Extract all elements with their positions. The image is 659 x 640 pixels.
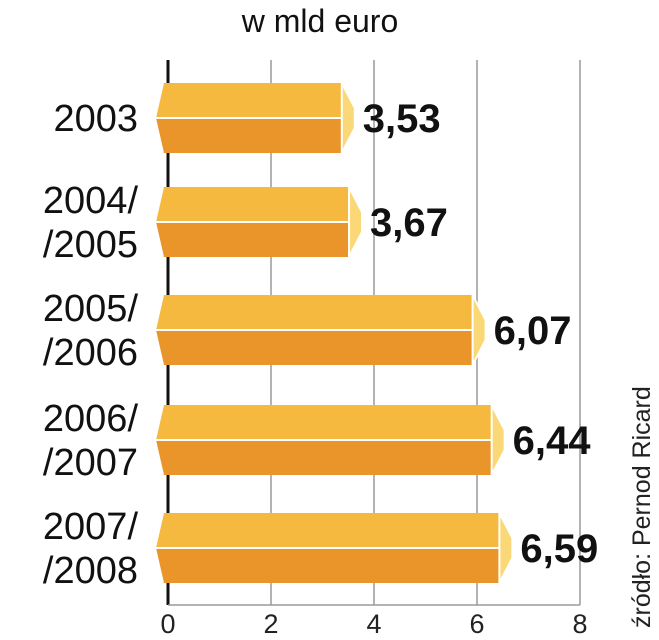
value-label: 6,59: [520, 527, 598, 571]
bar-bottom-face: [155, 440, 492, 475]
category-label: /2006: [43, 332, 138, 374]
bar-top-face: [155, 405, 492, 440]
bar-end-cap: [340, 82, 356, 154]
bar-bottom-face: [155, 222, 350, 257]
x-axis-ticks: 0 2 4 6 8: [160, 609, 587, 639]
bar-left-edge: [153, 82, 164, 154]
x-tick-label: 4: [366, 609, 381, 639]
bar-left-edge: [153, 404, 164, 476]
category-label: 2006/: [43, 398, 139, 440]
chart-title: w mld euro: [241, 3, 399, 39]
bar-top-face: [155, 83, 342, 118]
bar-end-cap: [348, 186, 364, 258]
bar: [153, 512, 514, 584]
x-tick-label: 2: [263, 609, 278, 639]
bar-left-edge: [153, 186, 164, 258]
category-label: 2004/: [43, 180, 139, 222]
category-label: /2008: [43, 550, 138, 592]
category-label: 2007/: [43, 506, 139, 548]
bars: [153, 82, 514, 584]
bar-top-face: [155, 187, 350, 222]
x-tick-label: 6: [469, 609, 484, 639]
bar-end-cap: [490, 404, 506, 476]
bar-left-edge: [153, 512, 164, 584]
category-labels: 2003 2004//2005 2005//2006 2006//2007 2007//…: [43, 98, 139, 592]
value-labels: 3,53 3,67 6,07 6,44 6,59: [363, 97, 598, 571]
bar-end-cap: [498, 512, 514, 584]
bar: [153, 404, 506, 476]
category-label: 2003: [53, 98, 138, 140]
value-label: 3,53: [363, 97, 441, 141]
bar-end-cap: [471, 294, 487, 366]
bar-bottom-face: [155, 118, 342, 153]
x-tick-label: 8: [572, 609, 587, 639]
source-label: źródło: Pernod Ricard: [628, 386, 656, 628]
bar-bottom-face: [155, 548, 500, 583]
category-label: /2005: [43, 224, 138, 266]
x-tick-label: 0: [160, 609, 175, 639]
category-label: /2007: [43, 442, 138, 484]
category-label: 2005/: [43, 288, 139, 330]
value-label: 6,44: [513, 419, 592, 463]
value-label: 6,07: [494, 309, 572, 353]
bar-left-edge: [153, 294, 164, 366]
bar-top-face: [155, 513, 500, 548]
bar-top-face: [155, 295, 473, 330]
value-label: 3,67: [370, 201, 448, 245]
bar: [153, 186, 364, 258]
bar-bottom-face: [155, 330, 473, 365]
bar: [153, 82, 356, 154]
bar: [153, 294, 487, 366]
